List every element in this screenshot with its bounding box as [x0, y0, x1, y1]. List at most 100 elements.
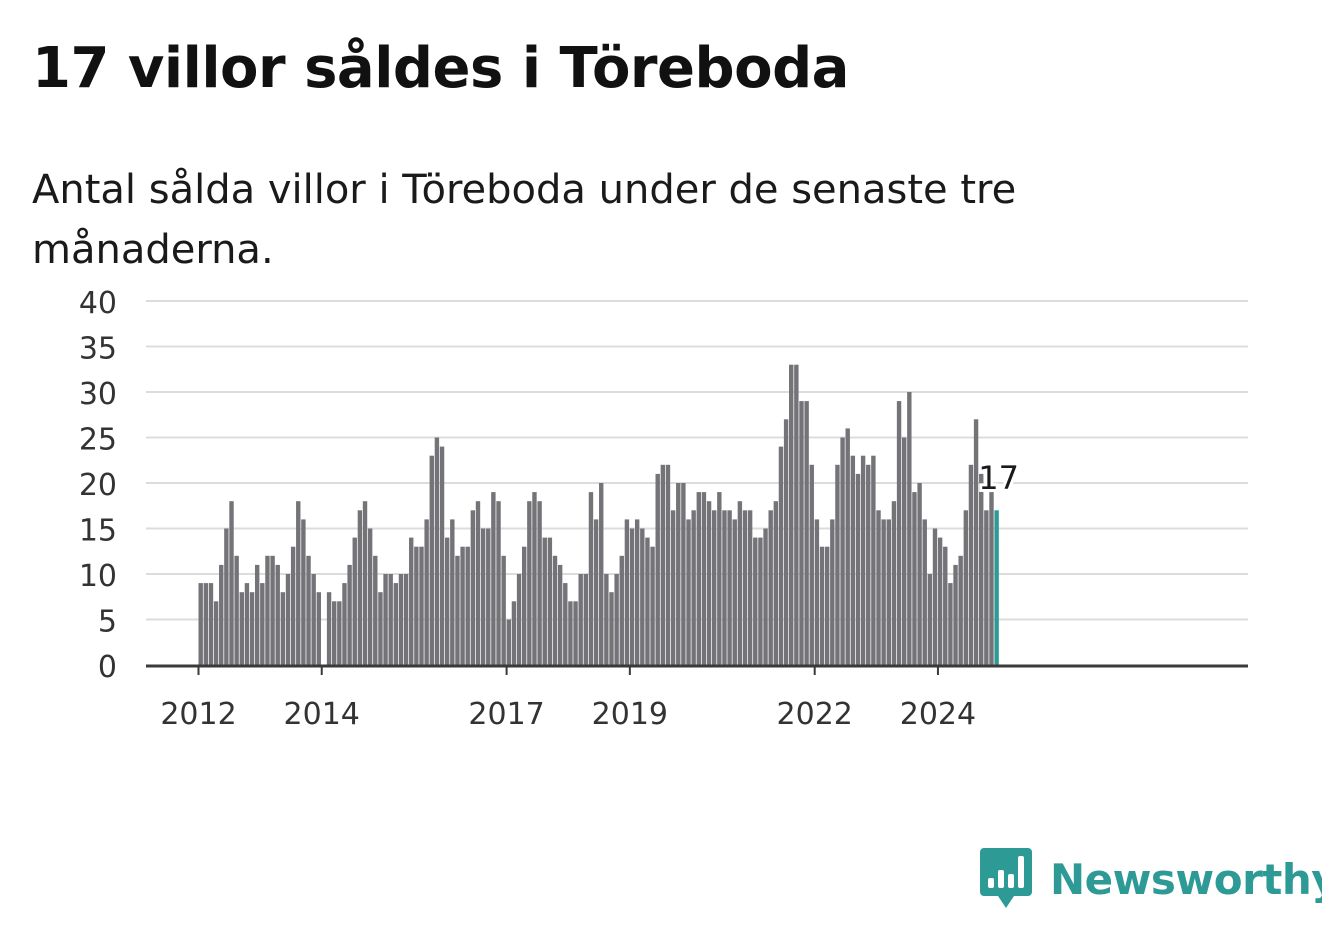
bar — [979, 473, 984, 665]
y-tick-label: 40 — [79, 286, 117, 321]
bar — [794, 364, 799, 665]
bar — [439, 446, 445, 665]
bar — [629, 528, 635, 665]
bar — [414, 546, 419, 665]
highlight-value-label: 17 — [978, 459, 1019, 497]
bar — [850, 455, 856, 665]
chart-subtitle: Antal sålda villor i Töreboda under de s… — [32, 167, 1017, 273]
bar — [593, 519, 599, 665]
bar — [234, 555, 239, 665]
bar — [937, 537, 943, 665]
bar — [311, 574, 316, 665]
bar — [866, 464, 871, 665]
bar — [470, 510, 476, 665]
bar — [434, 437, 440, 665]
bar — [768, 510, 773, 665]
bar — [902, 437, 907, 665]
bar — [496, 501, 501, 665]
axes — [146, 664, 1248, 675]
bar — [968, 464, 974, 665]
bar — [717, 492, 722, 665]
bar — [501, 555, 506, 665]
bar — [670, 510, 676, 665]
bar — [326, 592, 332, 665]
bar — [799, 401, 804, 665]
x-tick-label: 2024 — [900, 697, 976, 732]
bar — [609, 592, 614, 665]
bar — [455, 555, 460, 665]
bar — [280, 592, 286, 665]
bar — [855, 473, 861, 665]
bar — [691, 510, 696, 665]
bar — [645, 537, 650, 665]
bar — [876, 510, 881, 665]
bar — [254, 564, 260, 665]
bar — [316, 592, 322, 665]
bar — [973, 419, 979, 665]
y-tick-label: 5 — [98, 605, 117, 640]
bar — [301, 519, 306, 665]
bar — [552, 555, 558, 665]
bar — [583, 574, 589, 665]
bar — [516, 574, 522, 665]
bar — [290, 546, 296, 665]
bar — [660, 464, 666, 665]
bar — [732, 519, 737, 665]
bar — [450, 519, 455, 665]
bar — [922, 519, 927, 665]
bar — [342, 583, 347, 665]
bar — [213, 601, 219, 665]
y-tick-label: 15 — [79, 514, 117, 549]
bar — [871, 455, 876, 665]
bar — [860, 455, 866, 665]
bar — [486, 528, 491, 665]
y-tick-label: 30 — [79, 377, 117, 412]
bar — [845, 428, 850, 665]
bar — [665, 464, 671, 665]
bar — [522, 546, 527, 665]
bar — [393, 583, 399, 665]
bar — [722, 510, 727, 665]
bar — [604, 574, 609, 665]
bar — [912, 492, 917, 665]
bar — [907, 392, 912, 665]
bar — [681, 483, 686, 665]
bar — [814, 519, 820, 665]
bar — [378, 592, 383, 665]
bar — [239, 592, 244, 665]
bar — [619, 555, 624, 665]
bar — [527, 501, 532, 665]
bar — [712, 510, 717, 665]
bar — [896, 401, 902, 665]
bar — [953, 564, 958, 665]
y-tick-label: 20 — [79, 468, 117, 503]
bar — [229, 501, 234, 665]
bar — [932, 528, 938, 665]
bar — [742, 510, 748, 665]
bar — [537, 501, 542, 665]
x-tick-label: 2019 — [592, 697, 668, 732]
bar — [306, 555, 311, 665]
bar — [737, 501, 743, 665]
bar — [409, 537, 414, 665]
bar — [804, 401, 809, 665]
bar — [424, 519, 429, 665]
bar — [347, 564, 352, 665]
bar — [614, 574, 619, 665]
bar — [989, 492, 994, 665]
bar — [542, 537, 547, 665]
bar — [696, 492, 701, 665]
bar — [624, 519, 630, 665]
bar — [506, 619, 511, 665]
bar — [650, 546, 655, 665]
x-tick-label: 2014 — [284, 697, 360, 732]
bar — [265, 555, 270, 665]
bar — [429, 455, 434, 665]
bar — [444, 537, 450, 665]
bar — [758, 537, 763, 665]
bar — [249, 592, 255, 665]
bar — [491, 492, 496, 665]
bar — [260, 583, 265, 665]
bar — [984, 510, 989, 665]
bar — [886, 519, 891, 665]
